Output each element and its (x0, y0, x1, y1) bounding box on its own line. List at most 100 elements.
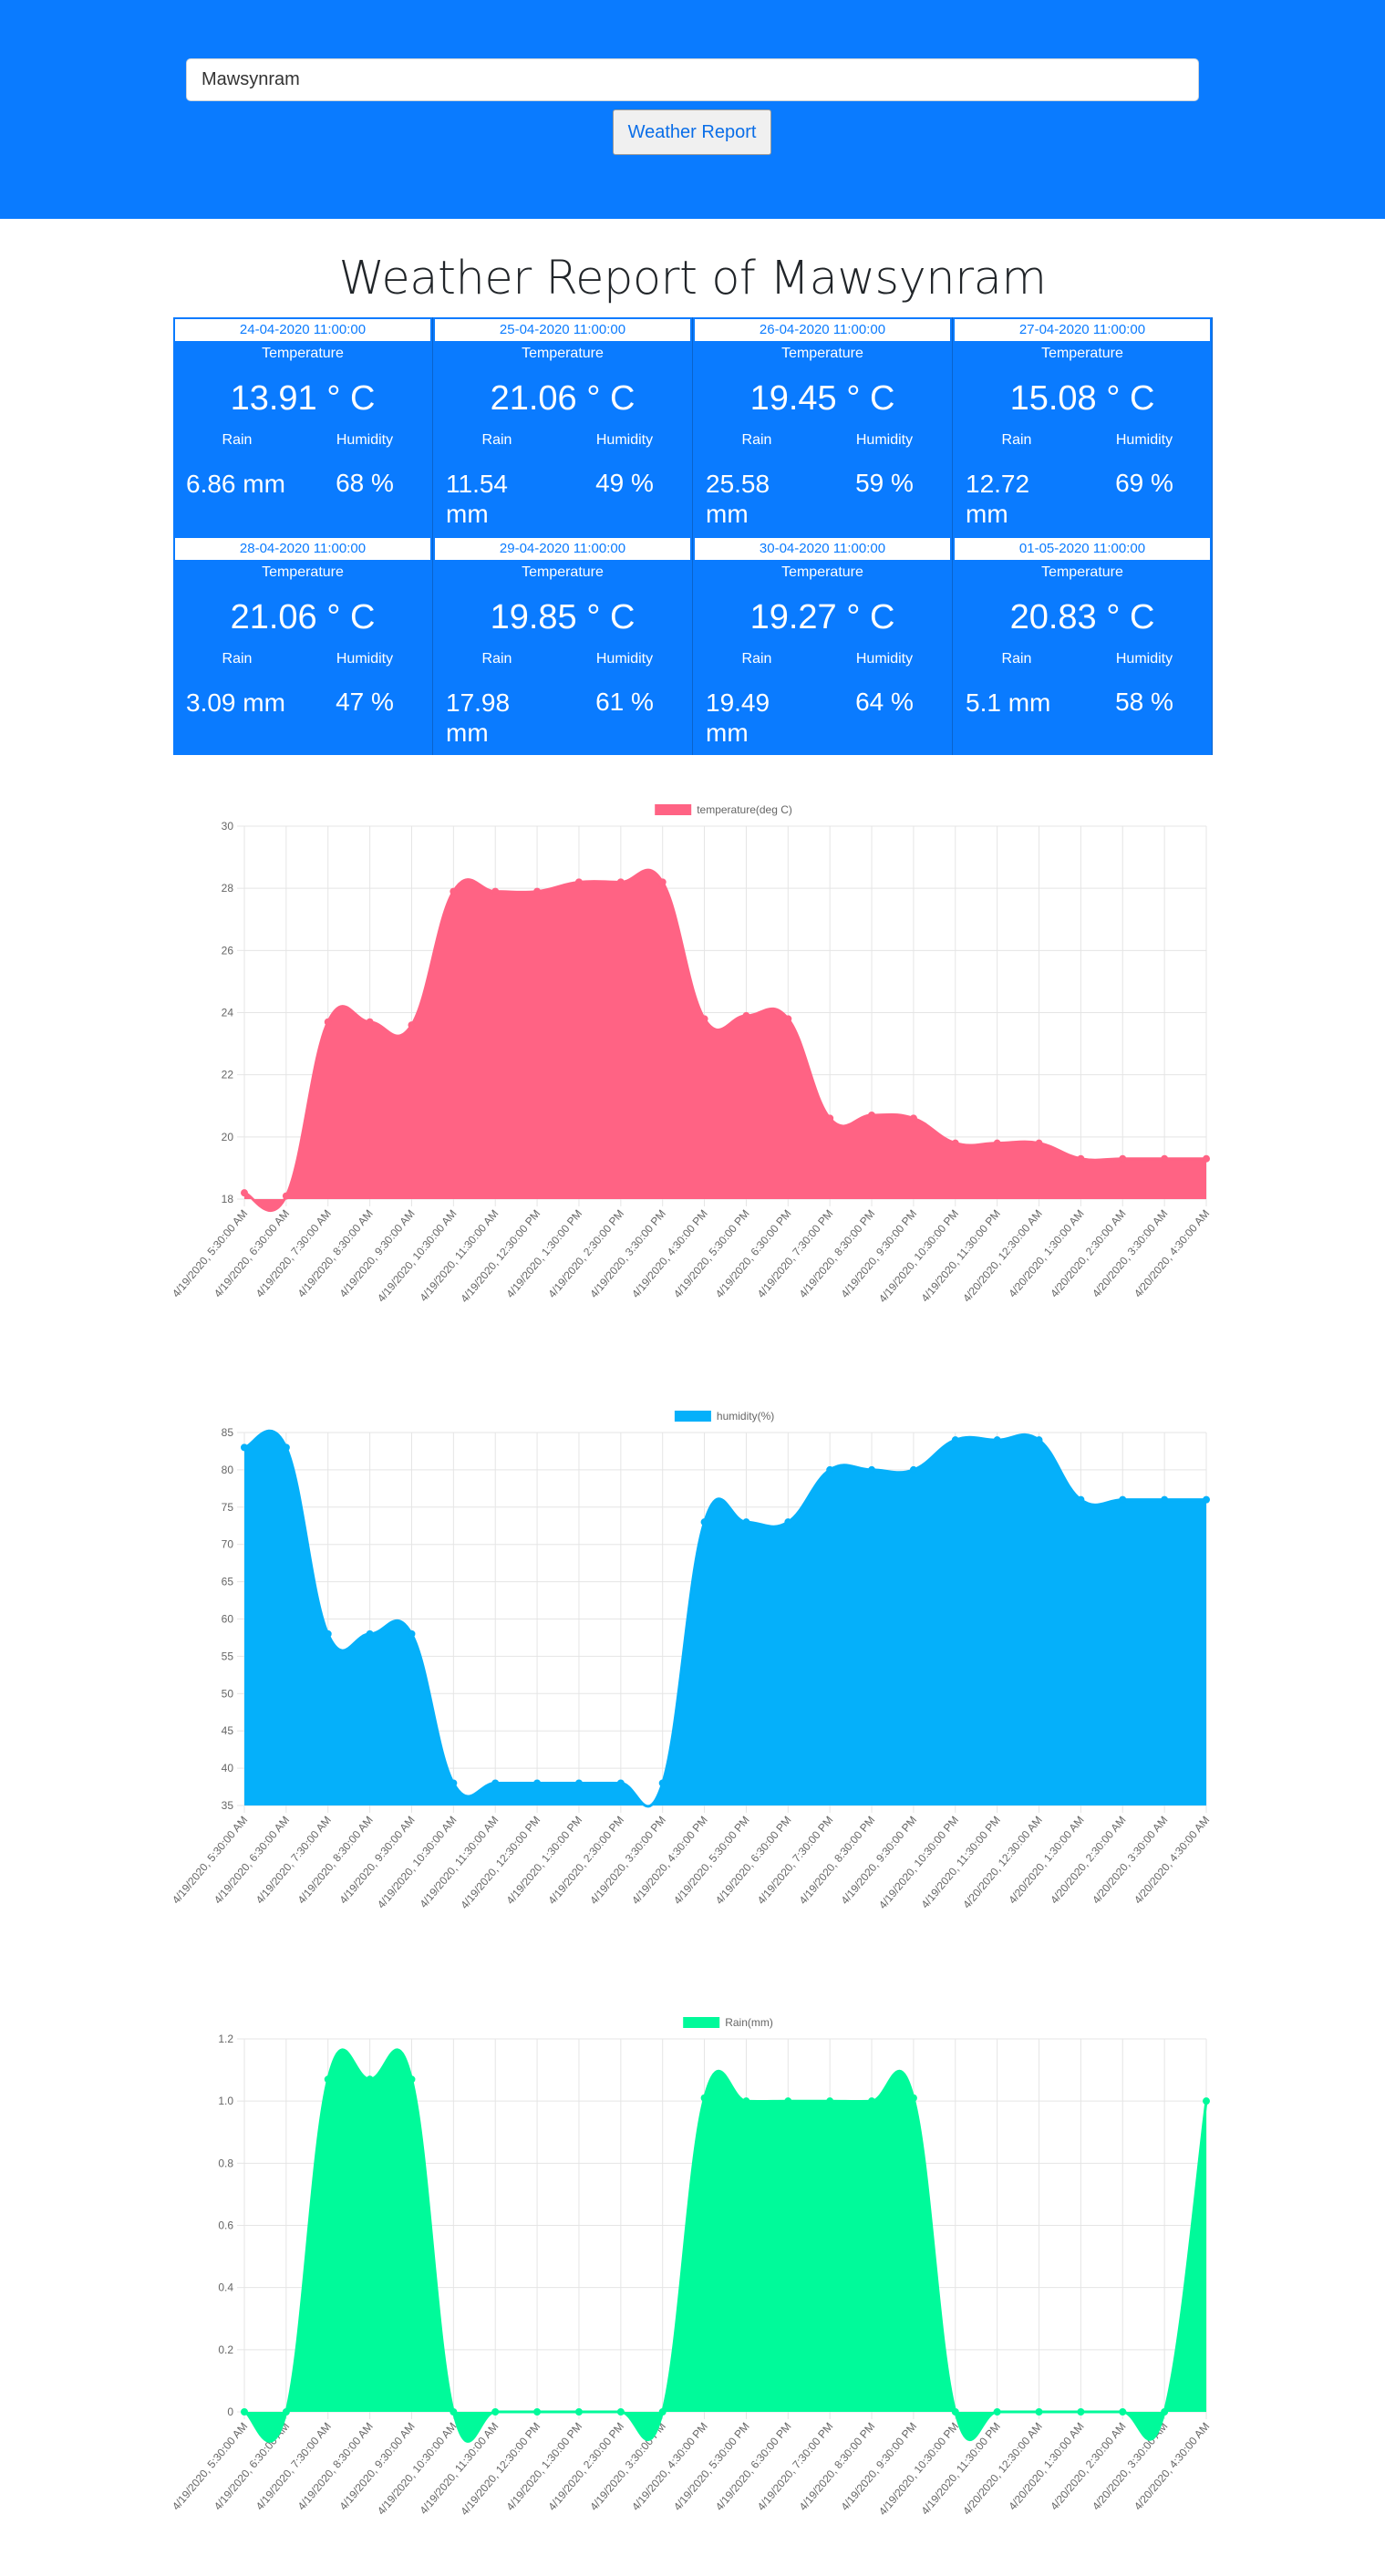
data-point[interactable] (742, 1011, 750, 1019)
data-point[interactable] (1161, 2408, 1169, 2416)
rain-value: 6.86 mm (186, 470, 285, 498)
data-point[interactable] (574, 878, 583, 886)
data-point[interactable] (993, 1436, 1001, 1444)
data-point[interactable] (700, 1015, 708, 1023)
x-tick-label: 4/19/2020, 7:30:00 PM (755, 2420, 836, 2513)
rain-value: 17.98 mm (446, 688, 511, 747)
data-point[interactable] (1035, 2408, 1043, 2416)
weather-report-button[interactable]: Weather Report (613, 109, 771, 155)
data-point[interactable] (408, 1629, 416, 1638)
data-point[interactable] (366, 1018, 374, 1026)
data-point[interactable] (742, 1518, 750, 1526)
data-point[interactable] (951, 1139, 959, 1147)
data-point[interactable] (491, 2408, 500, 2416)
y-tick-label: 20 (222, 1131, 234, 1143)
data-point[interactable] (909, 2094, 917, 2102)
data-point[interactable] (574, 2408, 583, 2416)
x-tick-label: 4/19/2020, 6:30:00 PM (713, 1814, 794, 1907)
data-point[interactable] (909, 1114, 917, 1122)
data-point[interactable] (574, 1779, 583, 1787)
x-tick-label: 4/20/2020, 2:30:00 AM (1048, 2420, 1128, 2513)
x-tick-label: 4/19/2020, 11:30:00 PM (918, 1207, 1002, 1304)
data-point[interactable] (868, 1111, 876, 1119)
data-point[interactable] (868, 2097, 876, 2105)
data-point[interactable] (1203, 2097, 1210, 2105)
data-point[interactable] (324, 1018, 332, 1026)
data-point[interactable] (324, 2075, 332, 2084)
y-tick-label: 28 (222, 882, 234, 895)
data-point[interactable] (533, 1779, 542, 1787)
data-point[interactable] (241, 1189, 248, 1197)
data-point[interactable] (282, 1192, 290, 1200)
city-search-input[interactable] (186, 58, 1199, 101)
forecast-card: 29-04-2020 11:00:00 Temperature 19.85 ° … (433, 536, 693, 755)
data-point[interactable] (366, 1629, 374, 1638)
x-tick-label: 4/19/2020, 11:30:00 PM (918, 2420, 1002, 2517)
data-point[interactable] (868, 1465, 876, 1474)
data-point[interactable] (1119, 1154, 1127, 1163)
temperature-chart: temperature(deg C) 18 20 22 24 26 28 30 4/19/202… (0, 793, 1385, 1304)
data-point[interactable] (1035, 1436, 1043, 1444)
data-point[interactable] (491, 1779, 500, 1787)
data-point[interactable] (616, 1779, 625, 1787)
data-point[interactable] (1161, 1495, 1169, 1504)
data-point[interactable] (1119, 2408, 1127, 2416)
data-point[interactable] (784, 1518, 792, 1526)
data-point[interactable] (658, 1779, 667, 1787)
data-point[interactable] (1077, 1495, 1085, 1504)
data-point[interactable] (700, 1518, 708, 1526)
data-point[interactable] (826, 1465, 834, 1474)
data-point[interactable] (408, 1021, 416, 1029)
data-point[interactable] (826, 1114, 834, 1122)
data-point[interactable] (616, 878, 625, 886)
data-point[interactable] (616, 2408, 625, 2416)
x-tick-label: 4/19/2020, 11:30:00 AM (417, 2420, 501, 2517)
data-point[interactable] (1161, 1154, 1169, 1163)
data-point[interactable] (408, 2075, 416, 2084)
data-point[interactable] (450, 887, 458, 895)
data-point[interactable] (742, 2097, 750, 2105)
x-tick-label: 4/20/2020, 12:30:00 AM (960, 1207, 1045, 1304)
data-point[interactable] (993, 1139, 1001, 1147)
data-point[interactable] (282, 2408, 290, 2416)
x-tick-label: 4/19/2020, 12:30:00 PM (458, 1207, 543, 1304)
data-point[interactable] (1203, 1495, 1210, 1504)
data-point[interactable] (1035, 1139, 1043, 1147)
humidity-chart-svg: humidity(%) 35 40 45 50 55 60 65 70 75 80 85 4/19/20… (170, 1410, 1212, 1910)
rain-label: Rain (741, 432, 772, 448)
data-point[interactable] (241, 2408, 248, 2416)
data-point[interactable] (491, 887, 500, 895)
data-point[interactable] (1203, 1154, 1210, 1163)
data-point[interactable] (658, 2408, 667, 2416)
data-point[interactable] (241, 1443, 248, 1452)
data-point[interactable] (951, 1436, 959, 1444)
chart-legend[interactable]: temperature(deg C) (655, 803, 792, 816)
data-point[interactable] (784, 2097, 792, 2105)
temperature-value: 19.27 ° C (749, 598, 895, 636)
data-point[interactable] (658, 878, 667, 886)
x-tick-label: 4/19/2020, 6:30:00 AM (212, 1814, 292, 1907)
data-point[interactable] (700, 2094, 708, 2102)
data-point[interactable] (282, 1443, 290, 1452)
data-point[interactable] (1077, 2408, 1085, 2416)
data-point[interactable] (909, 1465, 917, 1474)
x-tick-label: 4/19/2020, 6:30:00 AM (212, 1207, 292, 1300)
chart-legend[interactable]: humidity(%) (674, 1410, 774, 1422)
data-point[interactable] (993, 2408, 1001, 2416)
data-point[interactable] (1077, 1154, 1085, 1163)
data-point[interactable] (450, 1779, 458, 1787)
data-point[interactable] (784, 1015, 792, 1023)
chart-legend[interactable]: Rain(mm) (683, 2016, 773, 2029)
data-point[interactable] (366, 2075, 374, 2084)
data-point[interactable] (533, 887, 542, 895)
x-tick-label: 4/20/2020, 1:30:00 AM (1006, 2420, 1086, 2513)
data-point[interactable] (951, 2408, 959, 2416)
series-area (244, 870, 1206, 1211)
rain-value: 5.1 mm (966, 688, 1051, 717)
data-point[interactable] (450, 2408, 458, 2416)
data-point[interactable] (533, 2408, 542, 2416)
data-point[interactable] (324, 1629, 332, 1638)
data-point[interactable] (826, 2097, 834, 2105)
temperature-value: 15.08 ° C (1009, 379, 1155, 418)
data-point[interactable] (1119, 1495, 1127, 1504)
